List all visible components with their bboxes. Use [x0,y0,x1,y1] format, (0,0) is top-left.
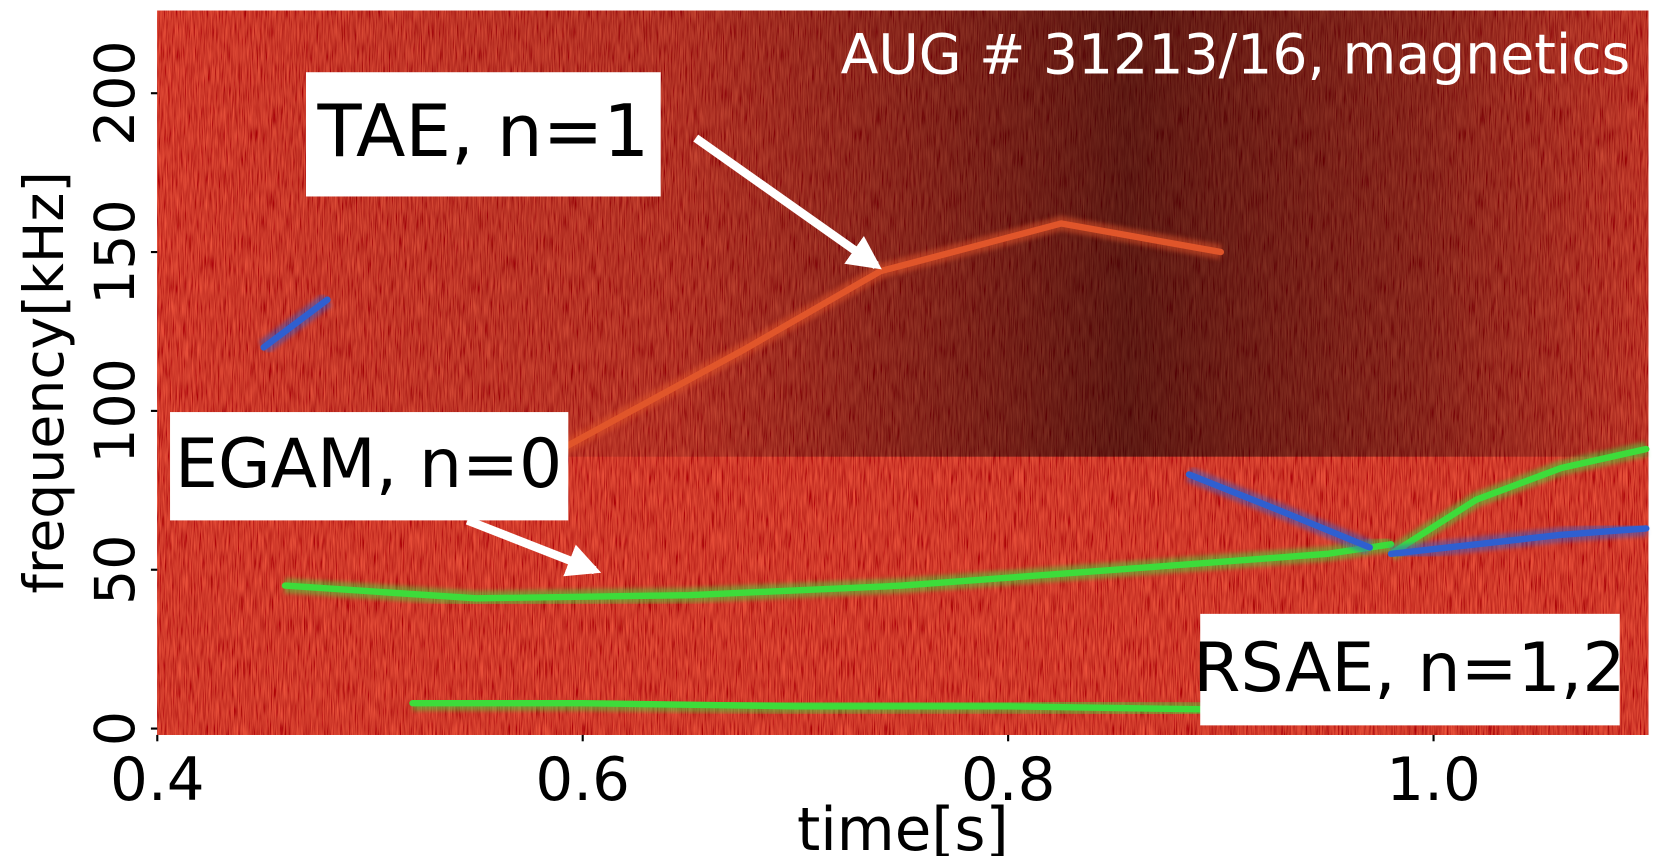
label-box [170,412,569,521]
arrow [465,516,602,577]
label-box [1200,613,1620,726]
mode-trace [558,220,1225,453]
mode-trace [1387,525,1650,558]
annotation: AUG # 31213/16, magnetics [841,24,1631,88]
y-tick-label: 50 [84,535,148,605]
annotation: RSAE, n=1,2 [1193,629,1625,708]
x-tick-label: 1.0 [1386,746,1481,815]
annotation: EGAM, n=0 [175,425,562,504]
label-box [305,72,661,197]
x-tick-label: 0.6 [535,746,630,815]
y-axis-label: frequency[kHz] [13,171,77,594]
mode-trace [1387,445,1650,558]
x-tick-label: 0.8 [961,746,1056,815]
y-tick-label: 100 [84,358,148,463]
arrow [693,134,882,270]
mode-trace [1185,471,1373,551]
x-axis-label: time[s] [797,796,1009,856]
x-tick-label: 0.4 [110,746,205,815]
annotation: TAE, n=1 [317,90,650,174]
mode-trace [281,541,1395,602]
y-tick-label: 0 [84,711,148,746]
mode-trace [260,296,331,351]
y-tick-label: 150 [84,199,148,304]
y-tick-label: 200 [84,41,148,146]
